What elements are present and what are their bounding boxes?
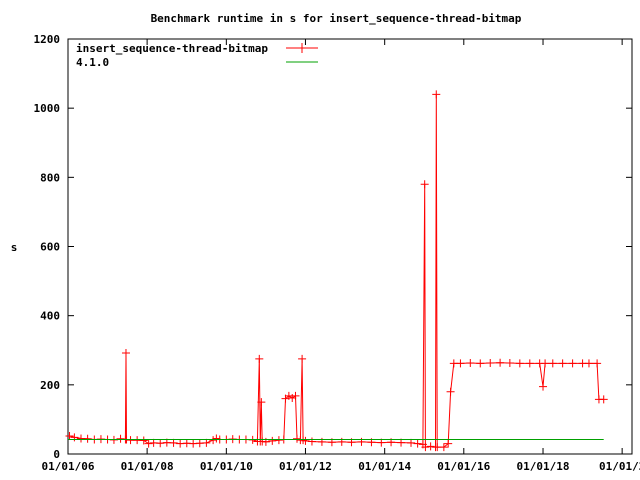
data-point — [144, 439, 153, 448]
x-tick-label: 01/01/12 — [279, 460, 332, 473]
data-point — [584, 359, 593, 368]
data-point — [307, 437, 316, 446]
axis-ticks: 0 200 400 600 800 1000 1200 01/01/06 01/01/08 01/… — [34, 33, 640, 473]
y-tick-label: 0 — [53, 448, 60, 461]
data-point — [444, 439, 453, 448]
data-point — [70, 433, 79, 442]
data-point — [407, 438, 416, 447]
y-tick-label: 600 — [40, 241, 60, 254]
data-point — [476, 359, 485, 368]
data-point — [202, 438, 211, 447]
data-point — [288, 393, 297, 402]
chart-title: Benchmark runtime in s for insert_sequen… — [151, 12, 522, 25]
data-point — [83, 434, 92, 443]
data-point — [274, 436, 283, 445]
data-point — [486, 359, 495, 368]
data-point — [541, 359, 550, 368]
data-point — [421, 443, 430, 452]
data-point — [505, 359, 514, 368]
data-point — [268, 436, 277, 445]
data-point — [65, 432, 74, 441]
data-point — [212, 434, 221, 443]
x-tick-label: 01/01/18 — [517, 460, 570, 473]
data-point — [209, 436, 218, 445]
y-tick-label: 1000 — [34, 102, 61, 115]
y-axis-label: s — [11, 241, 18, 254]
data-point — [593, 359, 602, 368]
data-point — [432, 90, 441, 99]
data-point — [439, 443, 448, 452]
data-point — [257, 398, 266, 407]
data-point — [568, 359, 577, 368]
series-line-1 — [69, 94, 604, 448]
data-point — [446, 387, 455, 396]
data-point — [169, 438, 178, 447]
data-point — [255, 354, 264, 363]
data-point — [548, 359, 557, 368]
y-tick-label: 200 — [40, 379, 60, 392]
data-point — [301, 436, 310, 445]
data-point — [116, 434, 125, 443]
x-tick-label: 01/01/16 — [437, 460, 490, 473]
data-point — [466, 359, 475, 368]
data-point — [413, 439, 422, 448]
data-point — [291, 391, 300, 400]
data-point — [293, 434, 302, 443]
data-point — [496, 358, 505, 367]
legend-label-series-2: 4.1.0 — [76, 56, 109, 69]
data-point — [525, 359, 534, 368]
y-tick-label: 1200 — [34, 33, 61, 46]
data-point — [139, 436, 148, 445]
x-tick-label: 01/01/08 — [121, 460, 174, 473]
data-point — [515, 359, 524, 368]
data-point — [121, 349, 130, 358]
y-tick-label: 800 — [40, 171, 60, 184]
data-point — [599, 395, 608, 404]
data-point — [456, 359, 465, 368]
x-tick-label: 01/01/2 — [599, 460, 640, 473]
plot-frame — [67, 38, 633, 455]
x-tick-label: 01/01/14 — [358, 460, 411, 473]
legend-label-series-1: insert_sequence-thread-bitmap — [76, 42, 268, 55]
data-point — [539, 382, 548, 391]
data-point — [426, 442, 435, 451]
data-point — [558, 359, 567, 368]
data-point — [156, 439, 165, 448]
x-tick-label: 01/01/06 — [42, 460, 95, 473]
legend: insert_sequence-thread-bitmap 4.1.0 — [76, 42, 318, 69]
y-tick-label: 400 — [40, 310, 60, 323]
series-layer — [65, 90, 608, 452]
data-point — [420, 180, 429, 189]
data-point — [298, 354, 307, 363]
x-tick-label: 01/01/10 — [200, 460, 253, 473]
